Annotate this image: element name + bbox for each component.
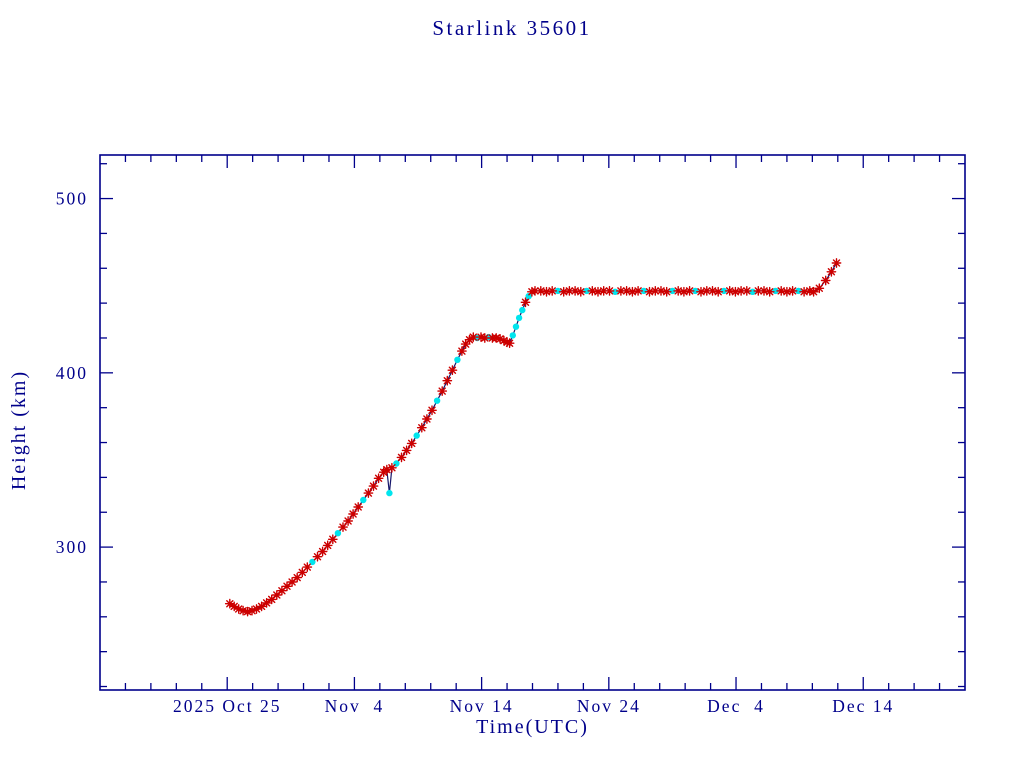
chart-title: Starlink 35601 [432,16,592,40]
x-tick-label: Nov 14 [450,696,514,716]
cyan-data-point [519,306,526,314]
cyan-data-point [413,432,420,439]
y-tick-label: 400 [56,363,88,383]
cyan-data-point [360,496,367,504]
cyan-data-point [309,558,316,566]
cyan-data-point [334,530,342,537]
x-tick-label: Dec 14 [832,696,894,716]
x-tick-label: 2025 Oct 25 [173,696,282,716]
red-data-points [224,258,842,617]
cyan-data-point [509,332,516,339]
cyan-data-point [386,489,393,497]
cyan-data-point [433,397,441,404]
x-tick-label: Nov 4 [325,696,385,716]
y-tick-label: 500 [56,189,88,209]
y-tick-label: 300 [56,537,88,557]
x-tick-label: Nov 24 [577,696,641,716]
cyan-data-point [515,314,523,322]
cyan-data-point [512,323,520,330]
x-tick-label: Dec 4 [707,696,765,716]
plot-border [99,154,966,691]
cyan-data-point [525,293,532,300]
x-axis-label: Time(UTC) [476,716,589,738]
cyan-data-point [454,356,461,363]
